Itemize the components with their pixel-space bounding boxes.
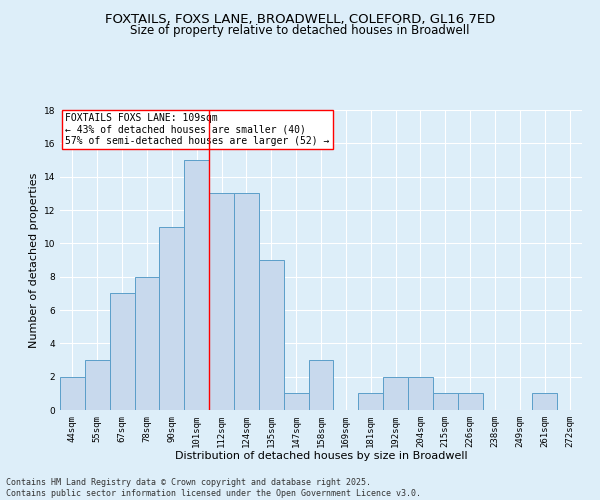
Text: Size of property relative to detached houses in Broadwell: Size of property relative to detached ho…: [130, 24, 470, 37]
Text: Contains HM Land Registry data © Crown copyright and database right 2025.
Contai: Contains HM Land Registry data © Crown c…: [6, 478, 421, 498]
Bar: [209, 194, 234, 410]
Bar: [160, 226, 184, 410]
Bar: [433, 394, 458, 410]
X-axis label: Distribution of detached houses by size in Broadwell: Distribution of detached houses by size …: [175, 452, 467, 462]
Y-axis label: Number of detached properties: Number of detached properties: [29, 172, 40, 348]
Bar: [408, 376, 433, 410]
Bar: [259, 260, 284, 410]
Bar: [60, 376, 85, 410]
Bar: [134, 276, 160, 410]
Bar: [110, 294, 134, 410]
Bar: [458, 394, 482, 410]
Bar: [234, 194, 259, 410]
Bar: [308, 360, 334, 410]
Bar: [184, 160, 209, 410]
Bar: [85, 360, 110, 410]
Bar: [383, 376, 408, 410]
Text: FOXTAILS, FOXS LANE, BROADWELL, COLEFORD, GL16 7ED: FOXTAILS, FOXS LANE, BROADWELL, COLEFORD…: [105, 12, 495, 26]
Bar: [358, 394, 383, 410]
Bar: [532, 394, 557, 410]
Bar: [284, 394, 308, 410]
Text: FOXTAILS FOXS LANE: 109sqm
← 43% of detached houses are smaller (40)
57% of semi: FOXTAILS FOXS LANE: 109sqm ← 43% of deta…: [65, 113, 329, 146]
